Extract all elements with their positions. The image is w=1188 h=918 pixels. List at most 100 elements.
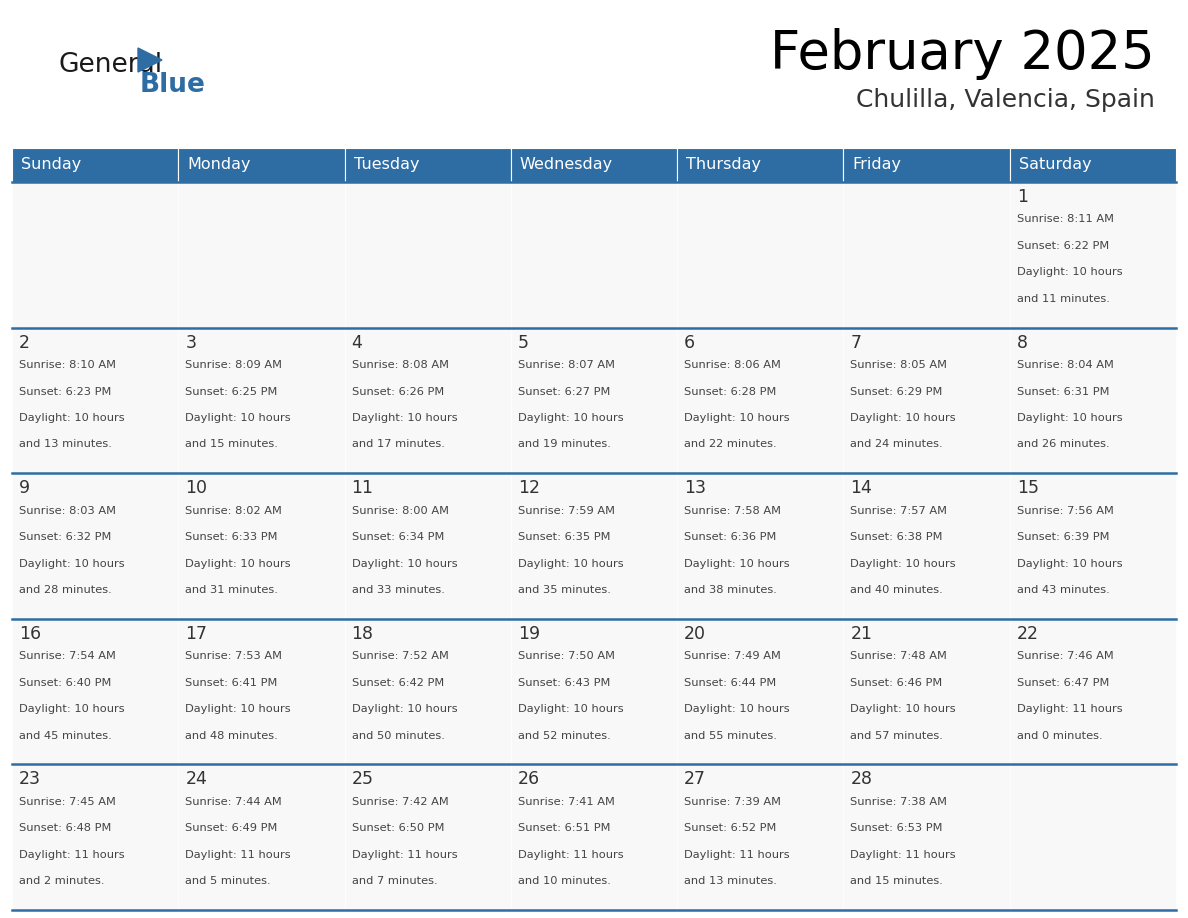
Text: and 40 minutes.: and 40 minutes. — [851, 585, 943, 595]
Bar — [345, 619, 511, 765]
Text: 13: 13 — [684, 479, 706, 498]
Bar — [677, 328, 843, 473]
Bar — [677, 182, 843, 328]
Text: Sunset: 6:33 PM: Sunset: 6:33 PM — [185, 532, 278, 543]
Bar — [12, 182, 178, 328]
Text: Daylight: 10 hours: Daylight: 10 hours — [1017, 413, 1123, 423]
Text: Daylight: 10 hours: Daylight: 10 hours — [185, 413, 291, 423]
Text: and 24 minutes.: and 24 minutes. — [851, 440, 943, 450]
Text: Sunset: 6:22 PM: Sunset: 6:22 PM — [1017, 241, 1108, 251]
Text: Daylight: 10 hours: Daylight: 10 hours — [185, 559, 291, 568]
Text: Sunset: 6:53 PM: Sunset: 6:53 PM — [851, 823, 943, 834]
Text: Sunset: 6:48 PM: Sunset: 6:48 PM — [19, 823, 112, 834]
Polygon shape — [138, 48, 162, 72]
Text: Daylight: 10 hours: Daylight: 10 hours — [684, 413, 790, 423]
Text: and 50 minutes.: and 50 minutes. — [352, 731, 444, 741]
Text: and 26 minutes.: and 26 minutes. — [1017, 440, 1110, 450]
Text: and 35 minutes.: and 35 minutes. — [518, 585, 611, 595]
Bar — [843, 328, 1010, 473]
Text: 16: 16 — [19, 625, 42, 643]
Bar — [843, 619, 1010, 765]
Text: Sunset: 6:31 PM: Sunset: 6:31 PM — [1017, 386, 1110, 397]
Text: and 13 minutes.: and 13 minutes. — [684, 877, 777, 886]
Bar — [178, 182, 345, 328]
Bar — [843, 148, 1010, 182]
Text: 8: 8 — [1017, 333, 1028, 352]
Text: Sunrise: 7:44 AM: Sunrise: 7:44 AM — [185, 797, 282, 807]
Text: Thursday: Thursday — [687, 158, 762, 173]
Text: 24: 24 — [185, 770, 207, 789]
Text: Sunset: 6:36 PM: Sunset: 6:36 PM — [684, 532, 777, 543]
Text: Daylight: 10 hours: Daylight: 10 hours — [185, 704, 291, 714]
Text: Sunrise: 7:53 AM: Sunrise: 7:53 AM — [185, 651, 283, 661]
Text: 20: 20 — [684, 625, 706, 643]
Text: 4: 4 — [352, 333, 362, 352]
Text: 25: 25 — [352, 770, 373, 789]
Text: Sunrise: 8:06 AM: Sunrise: 8:06 AM — [684, 360, 781, 370]
Text: 3: 3 — [185, 333, 196, 352]
Bar — [677, 765, 843, 910]
Bar — [178, 765, 345, 910]
Text: Sunrise: 8:05 AM: Sunrise: 8:05 AM — [851, 360, 947, 370]
Text: Sunrise: 7:54 AM: Sunrise: 7:54 AM — [19, 651, 116, 661]
Text: and 43 minutes.: and 43 minutes. — [1017, 585, 1110, 595]
Bar — [677, 473, 843, 619]
Text: Daylight: 10 hours: Daylight: 10 hours — [1017, 559, 1123, 568]
Bar — [178, 148, 345, 182]
Text: 21: 21 — [851, 625, 872, 643]
Text: 11: 11 — [352, 479, 373, 498]
Text: and 48 minutes.: and 48 minutes. — [185, 731, 278, 741]
Text: Daylight: 10 hours: Daylight: 10 hours — [19, 559, 125, 568]
Text: Wednesday: Wednesday — [520, 158, 613, 173]
Text: 12: 12 — [518, 479, 539, 498]
Bar — [12, 473, 178, 619]
Bar — [511, 182, 677, 328]
Text: General: General — [58, 52, 162, 78]
Bar — [843, 765, 1010, 910]
Bar — [345, 182, 511, 328]
Text: Sunset: 6:26 PM: Sunset: 6:26 PM — [352, 386, 444, 397]
Text: 15: 15 — [1017, 479, 1038, 498]
Text: Sunrise: 7:42 AM: Sunrise: 7:42 AM — [352, 797, 448, 807]
Text: Sunset: 6:42 PM: Sunset: 6:42 PM — [352, 677, 444, 688]
Text: and 0 minutes.: and 0 minutes. — [1017, 731, 1102, 741]
Text: Sunrise: 8:09 AM: Sunrise: 8:09 AM — [185, 360, 283, 370]
Text: Sunrise: 8:00 AM: Sunrise: 8:00 AM — [352, 506, 449, 516]
Text: Tuesday: Tuesday — [354, 158, 419, 173]
Bar — [843, 473, 1010, 619]
Text: 2: 2 — [19, 333, 30, 352]
Text: Sunset: 6:49 PM: Sunset: 6:49 PM — [185, 823, 278, 834]
Text: Sunrise: 7:58 AM: Sunrise: 7:58 AM — [684, 506, 782, 516]
Bar — [178, 473, 345, 619]
Text: Sunset: 6:23 PM: Sunset: 6:23 PM — [19, 386, 112, 397]
Text: Sunset: 6:52 PM: Sunset: 6:52 PM — [684, 823, 777, 834]
Bar — [843, 182, 1010, 328]
Bar — [12, 619, 178, 765]
Bar — [511, 619, 677, 765]
Bar — [511, 765, 677, 910]
Bar — [345, 328, 511, 473]
Text: Sunrise: 8:08 AM: Sunrise: 8:08 AM — [352, 360, 449, 370]
Text: Sunset: 6:47 PM: Sunset: 6:47 PM — [1017, 677, 1110, 688]
Text: 18: 18 — [352, 625, 373, 643]
Text: Sunrise: 8:03 AM: Sunrise: 8:03 AM — [19, 506, 116, 516]
Text: Sunset: 6:41 PM: Sunset: 6:41 PM — [185, 677, 278, 688]
Text: Daylight: 10 hours: Daylight: 10 hours — [518, 704, 624, 714]
Text: and 19 minutes.: and 19 minutes. — [518, 440, 611, 450]
Text: Daylight: 10 hours: Daylight: 10 hours — [518, 559, 624, 568]
Text: Daylight: 11 hours: Daylight: 11 hours — [851, 850, 956, 860]
Text: 26: 26 — [518, 770, 541, 789]
Text: Sunday: Sunday — [21, 158, 81, 173]
Text: 27: 27 — [684, 770, 706, 789]
Text: 6: 6 — [684, 333, 695, 352]
Text: Sunrise: 7:49 AM: Sunrise: 7:49 AM — [684, 651, 781, 661]
Bar — [12, 328, 178, 473]
Text: Sunset: 6:44 PM: Sunset: 6:44 PM — [684, 677, 777, 688]
Text: Sunrise: 7:52 AM: Sunrise: 7:52 AM — [352, 651, 448, 661]
Text: Sunrise: 7:46 AM: Sunrise: 7:46 AM — [1017, 651, 1113, 661]
Text: 23: 23 — [19, 770, 42, 789]
Bar — [511, 473, 677, 619]
Text: Sunrise: 7:41 AM: Sunrise: 7:41 AM — [518, 797, 614, 807]
Text: and 57 minutes.: and 57 minutes. — [851, 731, 943, 741]
Text: and 28 minutes.: and 28 minutes. — [19, 585, 112, 595]
